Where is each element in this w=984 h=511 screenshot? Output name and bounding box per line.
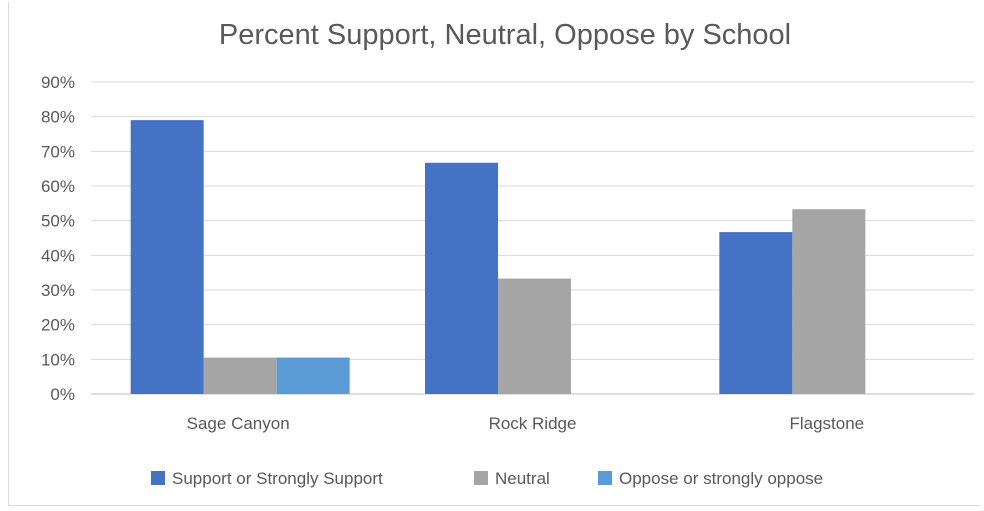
legend-swatch bbox=[598, 471, 612, 485]
y-tick-label: 90% bbox=[41, 73, 75, 92]
bar-chart: Percent Support, Neutral, Oppose by Scho… bbox=[41, 19, 974, 488]
y-tick-label: 30% bbox=[41, 281, 75, 300]
y-tick-label: 0% bbox=[50, 385, 75, 404]
bar bbox=[425, 162, 498, 394]
bar bbox=[130, 120, 204, 394]
legend-label: Support or Strongly Support bbox=[172, 469, 383, 488]
y-tick-label: 80% bbox=[41, 108, 75, 127]
chart-frame: Percent Support, Neutral, Oppose by Scho… bbox=[8, 2, 980, 506]
x-tick-label: Sage Canyon bbox=[187, 414, 290, 433]
y-tick-label: 50% bbox=[41, 212, 75, 231]
y-tick-label: 60% bbox=[41, 177, 75, 196]
y-tick-label: 70% bbox=[41, 142, 75, 161]
legend-label: Oppose or strongly oppose bbox=[619, 469, 823, 488]
bar bbox=[792, 209, 866, 394]
bar bbox=[203, 357, 277, 394]
bar bbox=[498, 278, 571, 394]
chart-title: Percent Support, Neutral, Oppose by Scho… bbox=[219, 19, 791, 51]
legend-swatch bbox=[474, 471, 488, 485]
y-tick-label: 10% bbox=[41, 350, 75, 369]
bar bbox=[276, 357, 350, 394]
bar bbox=[719, 232, 793, 394]
y-axis-tick-labels: 0% 10% 20% 30% 40% 50% 60% 70% 80% 90% bbox=[41, 73, 75, 404]
x-tick-label: Flagstone bbox=[789, 414, 864, 433]
legend: Support or Strongly Support Neutral Oppose… bbox=[151, 469, 823, 488]
x-axis-tick-labels: Sage Canyon Rock Ridge Flagstone bbox=[187, 414, 865, 433]
y-tick-label: 40% bbox=[41, 246, 75, 265]
x-tick-label: Rock Ridge bbox=[489, 414, 577, 433]
bars bbox=[130, 120, 866, 394]
legend-label: Neutral bbox=[495, 469, 550, 488]
legend-swatch bbox=[151, 471, 165, 485]
y-tick-label: 20% bbox=[41, 316, 75, 335]
